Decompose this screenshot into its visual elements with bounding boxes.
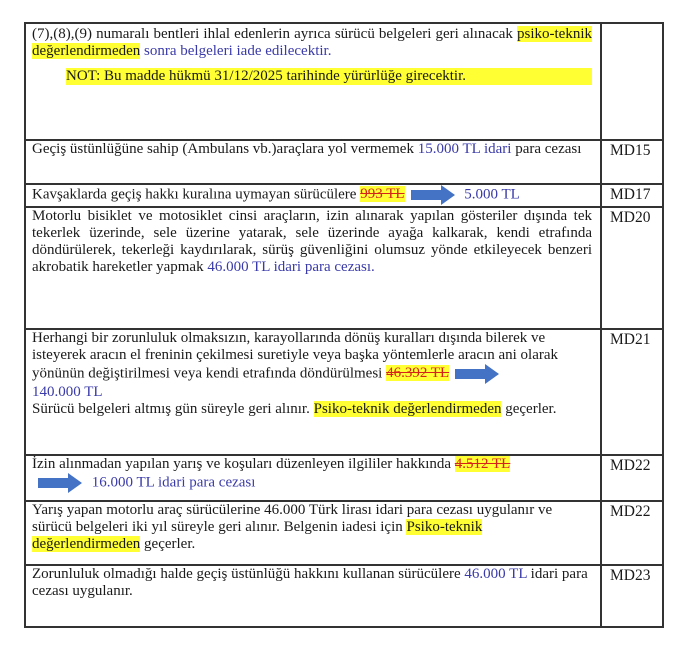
text-segment: geçerler. xyxy=(501,401,557,417)
article-code: MD23 xyxy=(600,564,662,628)
text-segment: (7),(8),(9) numaralı bentleri ihlal eden… xyxy=(32,26,517,42)
table-row: (7),(8),(9) numaralı bentleri ihlal eden… xyxy=(26,24,662,141)
old-amount: 993 TL xyxy=(360,186,405,203)
text-segment: Geçiş üstünlüğüne sahip (Ambulans vb.)ar… xyxy=(32,141,418,157)
table-row: Geçiş üstünlüğüne sahip (Ambulans vb.)ar… xyxy=(26,139,662,185)
text-segment: Zorunluluk olmadığı halde geçiş üstünlüğ… xyxy=(32,566,465,582)
new-amount: 5.000 TL xyxy=(460,186,520,203)
article-code: MD22 xyxy=(600,454,662,500)
text-segment: geçerler. xyxy=(140,536,196,552)
new-amount: sonra belgeleri iade edilecektir. xyxy=(140,43,332,59)
text-segment: Yarış yapan motorlu araç sürücülerine 46… xyxy=(32,502,553,535)
table-row: Zorunluluk olmadığı halde geçiş üstünlüğ… xyxy=(26,564,662,628)
penalty-table: (7),(8),(9) numaralı bentleri ihlal eden… xyxy=(24,22,664,628)
penalty-description: İzin alınmadan yapılan yarış ve koşuları… xyxy=(32,456,592,493)
table-row: Kavşaklarda geçiş hakkı kuralına uymayan… xyxy=(26,183,662,208)
old-amount: 4.512 TL xyxy=(454,456,511,472)
table-row: Yarış yapan motorlu araç sürücülerine 46… xyxy=(26,500,662,566)
old-amount: 46.392 TL xyxy=(386,365,450,382)
penalty-description: Yarış yapan motorlu araç sürücülerine 46… xyxy=(32,502,592,553)
new-amount: 46.000 TL xyxy=(464,566,527,582)
new-amount: 16.000 TL idari para cezası xyxy=(88,474,256,491)
new-amount: 46.000 TL idari para cezası. xyxy=(207,259,375,275)
article-code: MD22 xyxy=(600,500,662,564)
penalty-description: Zorunluluk olmadığı halde geçiş üstünlüğ… xyxy=(32,566,592,600)
highlighted-text: Psiko-teknik değerlendirmeden xyxy=(313,401,502,417)
text-segment: Motorlu bisiklet ve motosiklet cinsi ara… xyxy=(32,208,592,275)
text-segment: para cezası xyxy=(511,141,582,157)
text-segment: Kavşaklarda geçiş hakkı kuralına uymayan… xyxy=(32,186,361,203)
article-code: MD21 xyxy=(600,328,662,454)
text-segment: Sürücü belgeleri altmış gün süreyle geri… xyxy=(32,401,314,417)
text-segment: Herhangi bir zorunluluk olmaksızın, kara… xyxy=(32,330,559,382)
penalty-description: (7),(8),(9) numaralı bentleri ihlal eden… xyxy=(32,26,592,85)
new-amount: 15.000 TL idari xyxy=(417,141,512,157)
table-row: Herhangi bir zorunluluk olmaksızın, kara… xyxy=(26,328,662,456)
article-code: MD15 xyxy=(600,139,662,183)
article-code xyxy=(600,24,662,139)
text-segment: İzin alınmadan yapılan yarış ve koşuları… xyxy=(32,456,455,472)
penalty-description: Herhangi bir zorunluluk olmaksızın, kara… xyxy=(32,330,592,418)
new-amount: 140.000 TL xyxy=(32,384,103,400)
note-text: NOT: Bu madde hükmü 31/12/2025 tarihinde… xyxy=(66,68,592,85)
penalty-description: Geçiş üstünlüğüne sahip (Ambulans vb.)ar… xyxy=(32,141,592,158)
article-code: MD20 xyxy=(600,206,662,328)
article-code: MD17 xyxy=(600,183,662,206)
arrow-right-icon xyxy=(410,185,455,205)
penalty-description: Kavşaklarda geçiş hakkı kuralına uymayan… xyxy=(32,185,592,205)
text-segment: idari para cezası uygulanır. xyxy=(32,566,588,599)
arrow-right-icon xyxy=(455,364,500,384)
table-row: İzin alınmadan yapılan yarış ve koşuları… xyxy=(26,454,662,502)
arrow-right-icon xyxy=(38,473,82,493)
penalty-description: Motorlu bisiklet ve motosiklet cinsi ara… xyxy=(32,208,592,276)
table-row: Motorlu bisiklet ve motosiklet cinsi ara… xyxy=(26,206,662,330)
